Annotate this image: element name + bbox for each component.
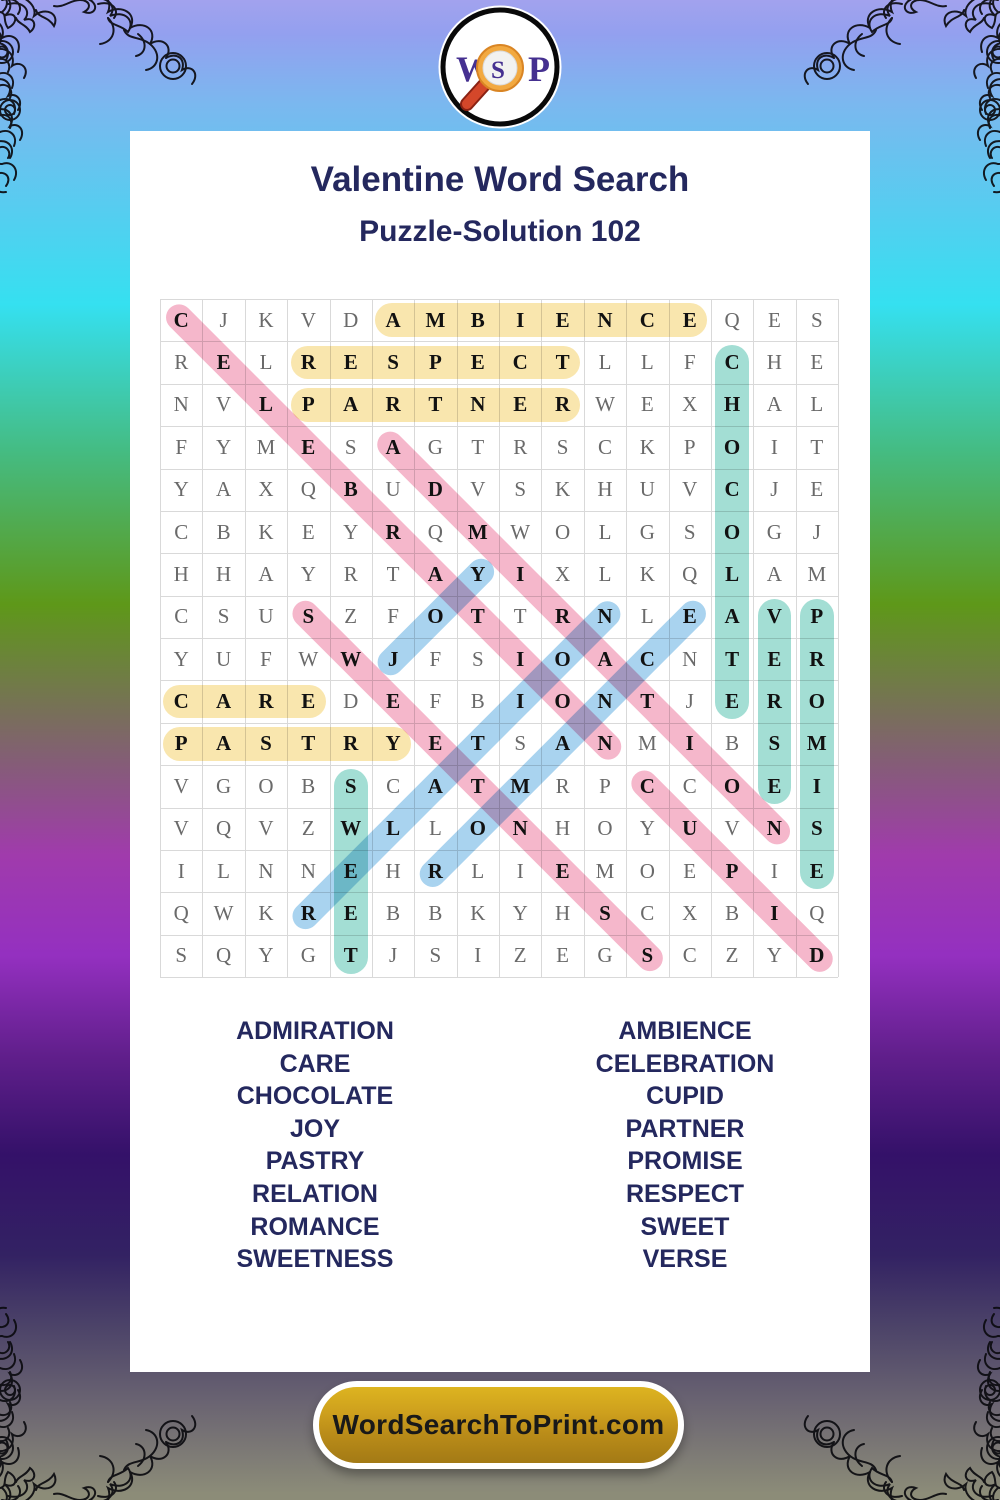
svg-text:S: S — [491, 57, 505, 84]
svg-text:P: P — [528, 49, 550, 89]
